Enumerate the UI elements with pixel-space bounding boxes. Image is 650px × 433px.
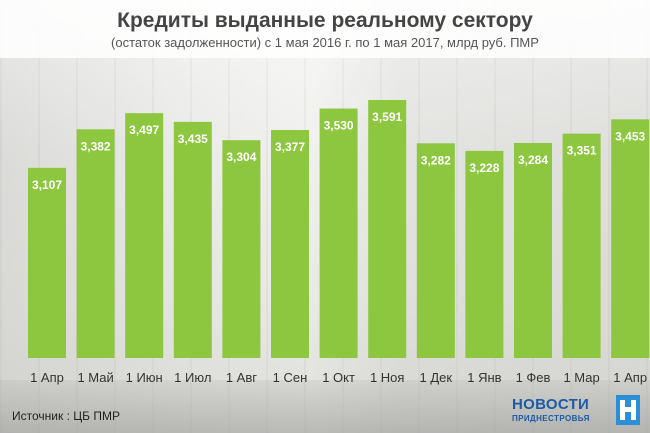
bar-7 [368,100,407,358]
x-tick-9: 1 Янв [467,370,501,385]
x-tick-5: 1 Сен [273,370,308,385]
bar-1 [76,129,115,358]
data-label-9: 3,228 [469,161,499,175]
data-label-7: 3,591 [372,110,402,124]
data-label-10: 3,284 [518,153,548,167]
data-label-6: 3,530 [324,119,354,133]
source-note: Источник : ЦБ ПМР [12,409,120,423]
x-tick-12: 1 Апр [613,370,647,385]
x-tick-11: 1 Мар [563,370,599,385]
bar-5 [271,129,309,358]
data-label-11: 3,351 [567,144,597,158]
bar-12 [611,119,650,358]
logo-text: НОВОСТИ [512,396,590,413]
title-panel [0,0,650,58]
chart-subtitle: (остаток задолженности) с 1 мая 2016 г. … [111,35,539,50]
chart-title: Кредиты выданные реальному сектору [117,9,533,32]
bar-9 [465,150,504,358]
x-tick-8: 1 Дек [420,370,453,385]
x-tick-0: 1 Апр [30,370,64,385]
bar-0 [28,167,66,358]
bar-2 [125,113,164,358]
background-floor [0,380,650,433]
x-tick-3: 1 Июл [174,370,211,385]
data-label-12: 3,453 [615,129,645,143]
data-label-4: 3,304 [226,150,256,164]
data-label-1: 3,382 [81,139,111,153]
bar-10 [514,143,552,358]
x-tick-2: 1 Июн [126,370,163,385]
news-logo: НОВОСТИ ПРИДНЕСТРОВЬЯ [512,392,642,428]
bar-3 [173,121,212,358]
x-tick-6: 1 Окт [322,370,355,385]
bar-8 [416,143,455,358]
x-tick-10: 1 Фев [516,370,551,385]
logo-mark-icon [616,395,640,425]
data-label-5: 3,377 [275,140,305,154]
data-label-0: 3,107 [32,178,62,192]
bar-6 [319,108,358,358]
data-label-3: 3,435 [178,132,208,146]
data-label-8: 3,282 [421,153,451,167]
bar-4 [222,140,261,358]
x-tick-1: 1 Май [77,370,113,385]
x-tick-4: 1 Авг [226,370,257,385]
x-tick-7: 1 Ноя [370,370,405,385]
logo-subtext: ПРИДНЕСТРОВЬЯ [512,414,590,423]
bar-11 [562,133,601,358]
data-label-2: 3,497 [129,123,159,137]
